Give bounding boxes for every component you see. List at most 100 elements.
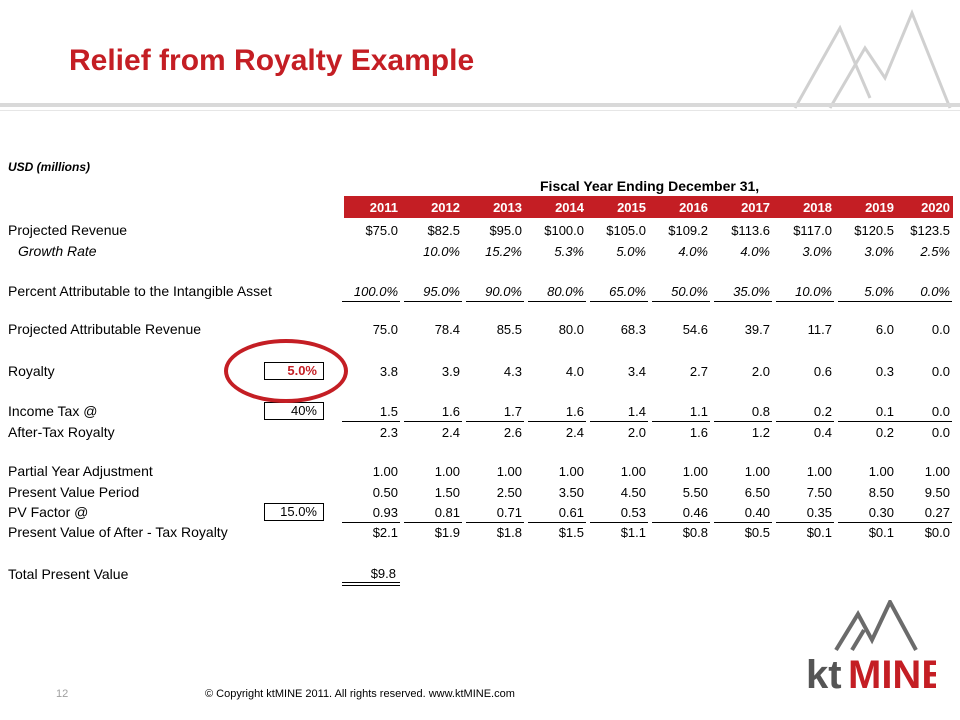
cell-royalty-2018: 0.6 (813, 364, 832, 379)
royalty-highlight-circle (224, 339, 348, 403)
cell-underline (838, 301, 896, 302)
cell-growth-rate-2017: 4.0% (740, 244, 770, 259)
cell-projected-revenue-2014: $100.0 (544, 223, 584, 238)
cell-projected-revenue-2012: $82.5 (427, 223, 460, 238)
cell-pv-factor-2014: 0.61 (558, 505, 584, 520)
cell-income-tax-2018: 0.2 (813, 404, 832, 419)
cell-pv-after-tax-2018: $0.1 (806, 525, 832, 540)
cell-royalty-2011: 3.8 (379, 364, 398, 379)
cell-pv-after-tax-2017: $0.5 (744, 525, 770, 540)
year-header-2017: 2017 (741, 200, 770, 215)
cell-pv-factor-2015: 0.53 (620, 505, 646, 520)
cell-projected-attributable-2014: 80.0 (558, 322, 584, 337)
cell-pv-factor-2013: 0.71 (496, 505, 522, 520)
cell-partial-year-2013: 1.00 (496, 464, 522, 479)
ktmine-logo: kt MINE (806, 597, 948, 697)
cell-pv-after-tax-2013: $1.8 (496, 525, 522, 540)
cell-underline (404, 301, 462, 302)
cell-underline (652, 421, 710, 422)
cell-underline (404, 421, 462, 422)
row-label-total-pv: Total Present Value (8, 566, 129, 582)
cell-percent-attributable-2014: 80.0% (547, 284, 584, 299)
cell-underline (714, 522, 772, 523)
year-header-2016: 2016 (679, 200, 708, 215)
cell-underline (894, 522, 952, 523)
cell-pv-after-tax-2011: $2.1 (372, 525, 398, 540)
cell-pv-factor-2017: 0.40 (744, 505, 770, 520)
cell-underline (590, 522, 648, 523)
cell-underline (466, 421, 524, 422)
total-double-underline-bottom (342, 585, 400, 586)
row-label-pv-factor: PV Factor @ (8, 504, 89, 520)
cell-after-tax-2013: 2.6 (503, 425, 522, 440)
cell-pv-period-2014: 3.50 (558, 485, 584, 500)
cell-growth-rate-2019: 3.0% (864, 244, 894, 259)
cell-underline (776, 301, 834, 302)
cell-growth-rate-2020: 2.5% (920, 244, 950, 259)
cell-percent-attributable-2011: 100.0% (353, 284, 398, 299)
row-label-royalty: Royalty (8, 363, 55, 379)
cell-after-tax-2019: 0.2 (875, 425, 894, 440)
cell-growth-rate-2012: 10.0% (423, 244, 460, 259)
cell-after-tax-2011: 2.3 (379, 425, 398, 440)
cell-after-tax-2020: 0.0 (931, 425, 950, 440)
cell-after-tax-2014: 2.4 (565, 425, 584, 440)
cell-projected-revenue-2019: $120.5 (854, 223, 894, 238)
cell-partial-year-2016: 1.00 (682, 464, 708, 479)
cell-pv-period-2019: 8.50 (868, 485, 894, 500)
cell-partial-year-2017: 1.00 (744, 464, 770, 479)
cell-percent-attributable-2016: 50.0% (671, 284, 708, 299)
row-label-projected-revenue: Projected Revenue (8, 222, 128, 238)
cell-percent-attributable-2018: 10.0% (795, 284, 832, 299)
cell-growth-rate-2018: 3.0% (802, 244, 832, 259)
cell-income-tax-2013: 1.7 (503, 404, 522, 419)
cell-underline (894, 301, 952, 302)
row-label-growth-rate: Growth Rate (18, 243, 97, 259)
cell-projected-attributable-2016: 54.6 (682, 322, 708, 337)
cell-projected-attributable-2012: 78.4 (434, 322, 460, 337)
year-header-2015: 2015 (617, 200, 646, 215)
cell-projected-attributable-2015: 68.3 (620, 322, 646, 337)
cell-pv-factor-2018: 0.35 (806, 505, 832, 520)
cell-income-tax-2016: 1.1 (689, 404, 708, 419)
cell-underline (652, 301, 710, 302)
cell-percent-attributable-2020: 0.0% (920, 284, 950, 299)
fiscal-year-header: Fiscal Year Ending December 31, (540, 178, 760, 194)
page-number: 12 (56, 688, 69, 700)
cell-partial-year-2012: 1.00 (434, 464, 460, 479)
year-header-2014: 2014 (555, 200, 584, 215)
cell-growth-rate-2013: 15.2% (485, 244, 522, 259)
cell-underline (528, 301, 586, 302)
cell-underline (528, 522, 586, 523)
ktmine-logo-mountain-icon: kt MINE (806, 597, 948, 697)
pv-factor-rate-box: 15.0% (264, 503, 324, 521)
row-label-partial-year: Partial Year Adjustment (8, 463, 153, 479)
cell-income-tax-2017: 0.8 (751, 404, 770, 419)
year-header-2012: 2012 (431, 200, 460, 215)
cell-pv-after-tax-2019: $0.1 (868, 525, 894, 540)
year-header-2018: 2018 (803, 200, 832, 215)
logo-mine-text: MINE (848, 653, 936, 692)
cell-projected-attributable-2011: 75.0 (372, 322, 398, 337)
cell-projected-attributable-2018: 11.7 (807, 322, 832, 337)
cell-underline (466, 301, 524, 302)
cell-underline (714, 421, 772, 422)
cell-underline (714, 301, 772, 302)
cell-projected-attributable-2017: 39.7 (744, 322, 770, 337)
cell-income-tax-2014: 1.6 (565, 404, 584, 419)
cell-percent-attributable-2013: 90.0% (485, 284, 522, 299)
cell-projected-revenue-2011: $75.0 (365, 223, 398, 238)
total-pv-value: $9.8 (370, 566, 396, 581)
cell-underline (342, 522, 400, 523)
cell-pv-period-2017: 6.50 (744, 485, 770, 500)
cell-percent-attributable-2019: 5.0% (864, 284, 894, 299)
cell-royalty-2012: 3.9 (441, 364, 460, 379)
cell-pv-factor-2019: 0.30 (868, 505, 894, 520)
cell-pv-after-tax-2016: $0.8 (682, 525, 708, 540)
cell-pv-factor-2016: 0.46 (682, 505, 708, 520)
cell-after-tax-2017: 1.2 (751, 425, 770, 440)
cell-partial-year-2019: 1.00 (868, 464, 894, 479)
cell-after-tax-2018: 0.4 (813, 425, 832, 440)
row-label-pv-after-tax: Present Value of After - Tax Royalty (8, 524, 228, 540)
cell-projected-attributable-2020: 0.0 (931, 322, 950, 337)
